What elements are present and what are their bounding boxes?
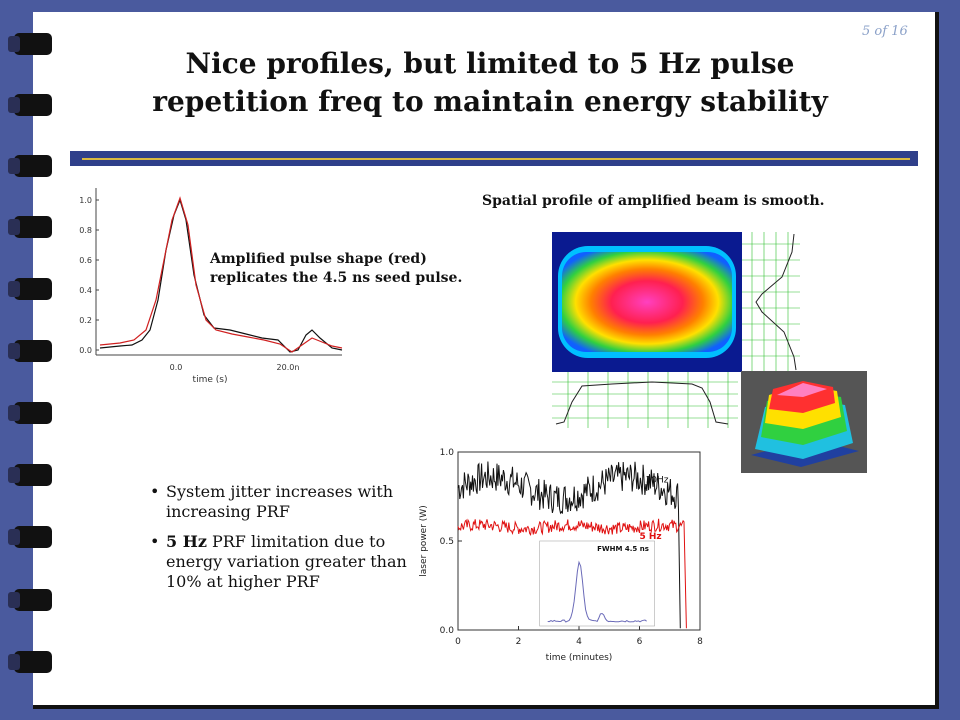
pulse-ytick: 0.6 bbox=[79, 256, 92, 265]
page-number: 5 of 16 bbox=[862, 24, 908, 39]
bullet-list: System jitter increases with increasing … bbox=[148, 482, 408, 602]
bullet-bold: 5 Hz bbox=[166, 532, 207, 551]
series-label: 10Hz bbox=[646, 475, 669, 485]
series-line-5hz bbox=[457, 518, 687, 629]
pulse-caption-line-2: replicates the 4.5 ns seed pulse. bbox=[210, 270, 463, 286]
binder-ring bbox=[8, 33, 52, 55]
pulse-ytick: 0.2 bbox=[79, 316, 92, 325]
chart-xtick: 8 bbox=[697, 637, 703, 647]
beam-profile-heatmap bbox=[552, 232, 742, 372]
power-vs-time-chart: 0 2 4 6 8 0.0 0.5 1.0 time (minutes) laser power … bbox=[419, 448, 703, 663]
inset-label: FWHM 4.5 ns bbox=[597, 545, 649, 553]
inset-plot bbox=[539, 540, 655, 627]
beam-3d-view bbox=[741, 371, 867, 473]
seed-pulse-line bbox=[99, 198, 343, 353]
binder-ring bbox=[8, 155, 52, 177]
binder-ring bbox=[8, 278, 52, 300]
binder-ring bbox=[8, 464, 52, 486]
title-divider-accent bbox=[82, 158, 910, 160]
chart-ytick: 0.5 bbox=[440, 537, 454, 547]
bullet-text: System jitter increases with increasing … bbox=[166, 482, 394, 521]
binder-ring bbox=[8, 402, 52, 424]
series-line-10hz bbox=[457, 461, 681, 629]
binder-ring bbox=[8, 651, 52, 673]
chart-ylabel: laser power (W) bbox=[419, 505, 429, 576]
amplified-pulse-line bbox=[99, 196, 343, 353]
pulse-xtick: 20.0n bbox=[277, 363, 300, 372]
binder-ring bbox=[8, 216, 52, 238]
pulse-ytick: 1.0 bbox=[79, 196, 92, 205]
bullet-text: PRF limitation due to energy variation g… bbox=[166, 532, 407, 591]
series-label: 5 Hz bbox=[640, 532, 662, 542]
pulse-xlabel: time (s) bbox=[193, 375, 228, 385]
chart-xtick: 0 bbox=[455, 637, 461, 647]
inset-pulse-line bbox=[547, 560, 647, 623]
chart-ytick: 1.0 bbox=[440, 448, 455, 458]
horizontal-lineout bbox=[552, 372, 738, 428]
pulse-caption: Amplified pulse shape (red) replicates t… bbox=[210, 250, 462, 288]
pulse-caption-line-1: Amplified pulse shape (red) bbox=[210, 251, 427, 267]
pulse-ytick: 0.0 bbox=[79, 346, 92, 355]
chart-xtick: 4 bbox=[576, 637, 582, 647]
chart-xtick: 2 bbox=[516, 637, 522, 647]
title-line-2: repetition freq to maintain energy stabi… bbox=[152, 85, 828, 118]
title-line-1: Nice profiles, but limited to 5 Hz pulse bbox=[185, 47, 795, 80]
spatial-caption: Spatial profile of amplified beam is smo… bbox=[482, 193, 825, 209]
binder-ring bbox=[8, 340, 52, 362]
binder-ring bbox=[8, 589, 52, 611]
bullet-item: 5 Hz PRF limitation due to energy variat… bbox=[148, 532, 408, 592]
bullet-item: System jitter increases with increasing … bbox=[148, 482, 408, 522]
binder-ring bbox=[8, 526, 52, 548]
binder-ring bbox=[8, 94, 52, 116]
slide-title: Nice profiles, but limited to 5 Hz pulse… bbox=[60, 45, 920, 121]
vertical-lineout bbox=[742, 232, 800, 372]
chart-xtick: 6 bbox=[637, 637, 643, 647]
pulse-ytick: 0.4 bbox=[79, 286, 92, 295]
chart-xlabel: time (minutes) bbox=[546, 653, 613, 663]
pulse-xtick: 0.0 bbox=[170, 363, 183, 372]
chart-ytick: 0.0 bbox=[440, 626, 455, 636]
pulse-ytick: 0.8 bbox=[79, 226, 92, 235]
pulse-shape-plot: 1.0 0.8 0.6 0.4 0.2 0.0 0.0 20.0n time (s) bbox=[79, 188, 343, 385]
